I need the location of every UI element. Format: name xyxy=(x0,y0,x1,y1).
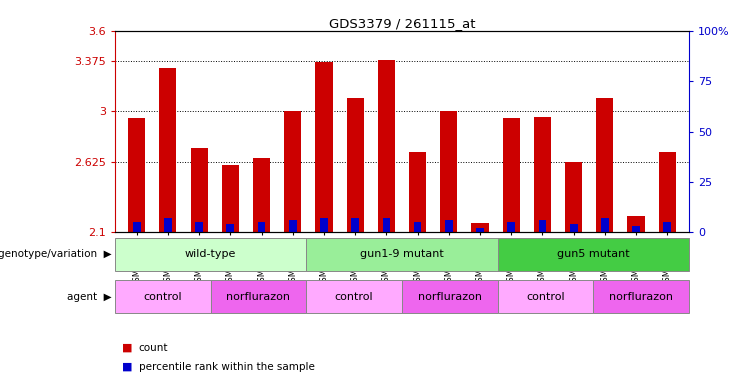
Bar xyxy=(534,117,551,232)
Bar xyxy=(565,162,582,232)
Text: ■: ■ xyxy=(122,343,133,353)
Text: norflurazon: norflurazon xyxy=(418,291,482,302)
Bar xyxy=(164,218,172,232)
Text: agent  ▶: agent ▶ xyxy=(67,291,111,302)
Bar xyxy=(402,280,498,313)
Bar xyxy=(227,224,234,232)
Title: GDS3379 / 261115_at: GDS3379 / 261115_at xyxy=(329,17,475,30)
Bar xyxy=(508,222,515,232)
Bar xyxy=(409,152,426,232)
Bar xyxy=(128,118,145,232)
Bar xyxy=(351,218,359,232)
Bar xyxy=(471,223,488,232)
Bar xyxy=(320,218,328,232)
Bar xyxy=(597,98,614,232)
Bar xyxy=(601,218,608,232)
Bar xyxy=(306,238,498,271)
Bar xyxy=(306,280,402,313)
Bar xyxy=(159,68,176,232)
Bar xyxy=(284,111,302,232)
Bar xyxy=(115,280,210,313)
Bar xyxy=(196,222,203,232)
Text: ■: ■ xyxy=(122,362,133,372)
Bar xyxy=(222,165,239,232)
Bar xyxy=(378,60,395,232)
Bar xyxy=(628,216,645,232)
Bar xyxy=(539,220,546,232)
Bar xyxy=(190,148,207,232)
Bar xyxy=(440,111,457,232)
Bar xyxy=(253,159,270,232)
Bar xyxy=(382,218,391,232)
Text: control: control xyxy=(526,291,565,302)
Bar xyxy=(413,222,422,232)
Bar xyxy=(289,220,296,232)
Text: percentile rank within the sample: percentile rank within the sample xyxy=(139,362,314,372)
Bar xyxy=(570,224,577,232)
Bar xyxy=(498,280,594,313)
Bar xyxy=(594,280,689,313)
Text: genotype/variation  ▶: genotype/variation ▶ xyxy=(0,249,111,260)
Text: norflurazon: norflurazon xyxy=(227,291,290,302)
Bar xyxy=(632,226,640,232)
Bar xyxy=(258,222,265,232)
Bar xyxy=(210,280,306,313)
Bar xyxy=(502,118,520,232)
Bar xyxy=(659,152,676,232)
Text: wild-type: wild-type xyxy=(185,249,236,260)
Bar xyxy=(316,61,333,232)
Text: gun1-9 mutant: gun1-9 mutant xyxy=(360,249,444,260)
Text: count: count xyxy=(139,343,168,353)
Bar xyxy=(476,228,484,232)
Bar xyxy=(115,238,306,271)
Text: gun5 mutant: gun5 mutant xyxy=(557,249,630,260)
Text: control: control xyxy=(144,291,182,302)
Bar xyxy=(445,220,453,232)
Text: norflurazon: norflurazon xyxy=(609,291,674,302)
Bar xyxy=(133,222,141,232)
Text: control: control xyxy=(335,291,373,302)
Bar xyxy=(498,238,689,271)
Bar xyxy=(663,222,671,232)
Bar xyxy=(347,98,364,232)
